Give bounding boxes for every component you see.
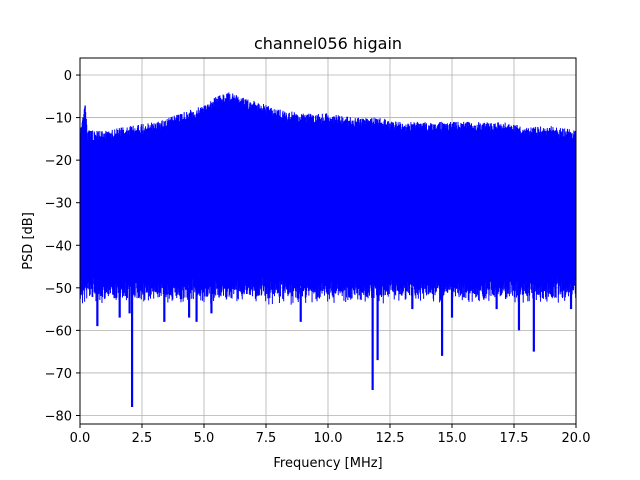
- x-tick-label: 2.5: [132, 431, 153, 446]
- psd-series: [79, 92, 577, 407]
- y-tick-label: −50: [45, 282, 72, 297]
- y-tick-label: −80: [45, 409, 72, 424]
- chart-title: channel056 higain: [254, 34, 402, 53]
- y-tick-label: −10: [45, 112, 72, 127]
- x-axis-label: Frequency [MHz]: [273, 456, 382, 471]
- y-tick-label: −60: [45, 324, 72, 339]
- x-tick-label: 0.0: [70, 431, 91, 446]
- y-tick-label: −40: [45, 239, 72, 254]
- y-tick-label: 0: [64, 69, 72, 84]
- y-tick-label: −20: [45, 154, 72, 169]
- y-tick-label: −70: [45, 367, 72, 382]
- x-tick-label: 15.0: [438, 431, 467, 446]
- axis-ticks: 0.0 2.5 5.0 7.5 10.0 12.5 15.0 17.5 20.0 0 −10 −20 −…: [45, 69, 591, 446]
- x-tick-label: 12.5: [376, 431, 405, 446]
- x-tick-label: 10.0: [314, 431, 343, 446]
- x-tick-label: 20.0: [562, 431, 591, 446]
- y-tick-label: −30: [45, 197, 72, 212]
- y-axis-label: PSD [dB]: [21, 212, 36, 270]
- x-tick-label: 5.0: [194, 431, 215, 446]
- x-tick-label: 7.5: [256, 431, 277, 446]
- x-tick-label: 17.5: [500, 431, 529, 446]
